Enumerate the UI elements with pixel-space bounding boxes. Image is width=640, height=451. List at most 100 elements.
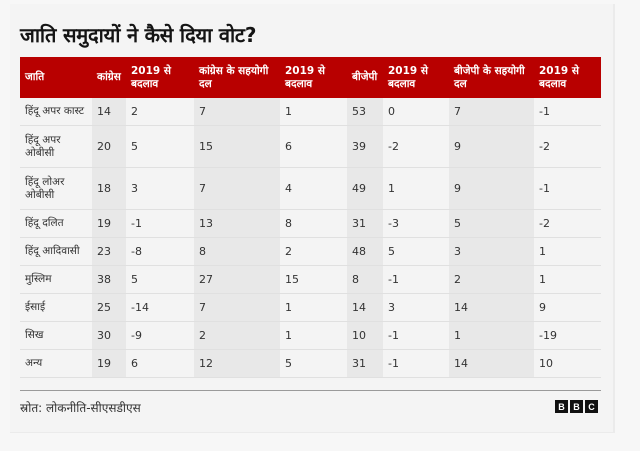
value-cell: 5: [126, 125, 194, 168]
caste-cell: हिंदू लोअर ओबीसी: [20, 167, 92, 210]
value-cell: -2: [383, 125, 449, 168]
table-row: मुस्लिम 38 5 27 15 8 -1 2 1: [20, 265, 601, 294]
value-cell: 9: [449, 125, 534, 168]
value-cell: 31: [347, 209, 383, 238]
value-cell: 39: [347, 125, 383, 168]
value-cell: 48: [347, 237, 383, 266]
table-row: हिंदू अपर ओबीसी 20 5 15 6 39 -2 9 -2: [20, 125, 601, 168]
table-row: ईसाई 25 -14 7 1 14 3 14 9: [20, 293, 601, 322]
value-cell: 14: [347, 293, 383, 322]
value-cell: 2: [194, 321, 280, 350]
header-bjp: बीजेपी: [347, 57, 383, 98]
table-header-row: जाति कांग्रेस 2019 से बदलाव कांग्रेस के …: [20, 57, 601, 98]
value-cell: -8: [126, 237, 194, 266]
caste-cell: मुस्लिम: [20, 265, 92, 294]
value-cell: 27: [194, 265, 280, 294]
caste-cell: हिंदू अपर ओबीसी: [20, 125, 92, 168]
table-row: सिख 30 -9 2 1 10 -1 1 -19: [20, 321, 601, 350]
value-cell: 10: [347, 321, 383, 350]
caste-cell: हिंदू दलित: [20, 209, 92, 238]
value-cell: 5: [449, 209, 534, 238]
value-cell: 5: [280, 349, 347, 378]
value-cell: 1: [280, 98, 347, 126]
value-cell: 1: [280, 321, 347, 350]
caste-cell: सिख: [20, 321, 92, 350]
header-congress-allies-change: 2019 से बदलाव: [280, 57, 347, 98]
value-cell: 4: [280, 167, 347, 210]
table-row: हिंदू दलित 19 -1 13 8 31 -3 5 -2: [20, 209, 601, 238]
value-cell: -19: [534, 321, 601, 350]
value-cell: 7: [449, 98, 534, 126]
table-row: अन्य 19 6 12 5 31 -1 14 10: [20, 349, 601, 378]
value-cell: 7: [194, 293, 280, 322]
header-congress-allies: कांग्रेस के सहयोगी दल: [194, 57, 280, 98]
value-cell: 31: [347, 349, 383, 378]
value-cell: 7: [194, 167, 280, 210]
value-cell: 1: [449, 321, 534, 350]
value-cell: 18: [92, 167, 126, 210]
value-cell: 6: [126, 349, 194, 378]
value-cell: 8: [280, 209, 347, 238]
value-cell: 5: [383, 237, 449, 266]
header-congress-change: 2019 से बदलाव: [126, 57, 194, 98]
page-title: जाति समुदायों ने कैसे दिया वोट?: [20, 23, 257, 47]
caste-cell: हिंदू आदिवासी: [20, 237, 92, 266]
value-cell: 10: [534, 349, 601, 378]
value-cell: 2: [126, 98, 194, 126]
bbc-logo-letter: B: [555, 400, 568, 413]
value-cell: -1: [126, 209, 194, 238]
caste-cell: हिंदू अपर कास्ट: [20, 98, 92, 126]
value-cell: 6: [280, 125, 347, 168]
value-cell: 15: [280, 265, 347, 294]
value-cell: 9: [534, 293, 601, 322]
footer-divider: [20, 390, 601, 391]
value-cell: 14: [449, 349, 534, 378]
value-cell: -3: [383, 209, 449, 238]
value-cell: -1: [383, 265, 449, 294]
value-cell: -14: [126, 293, 194, 322]
value-cell: -1: [383, 321, 449, 350]
table-row: हिंदू आदिवासी 23 -8 8 2 48 5 3 1: [20, 237, 601, 266]
header-bjp-allies-change: 2019 से बदलाव: [534, 57, 601, 98]
value-cell: 20: [92, 125, 126, 168]
value-cell: 14: [449, 293, 534, 322]
value-cell: 12: [194, 349, 280, 378]
value-cell: 13: [194, 209, 280, 238]
value-cell: -2: [534, 125, 601, 168]
value-cell: 1: [383, 167, 449, 210]
value-cell: -1: [534, 167, 601, 210]
source-note: स्रोत: लोकनीति-सीएसडीएस: [20, 401, 141, 415]
value-cell: 2: [449, 265, 534, 294]
value-cell: 14: [92, 98, 126, 126]
value-cell: 3: [126, 167, 194, 210]
value-cell: 5: [126, 265, 194, 294]
bbc-logo-letter: C: [585, 400, 598, 413]
table-row: हिंदू लोअर ओबीसी 18 3 7 4 49 1 9 -1: [20, 167, 601, 210]
value-cell: 2: [280, 237, 347, 266]
value-cell: 38: [92, 265, 126, 294]
value-cell: 25: [92, 293, 126, 322]
value-cell: 1: [280, 293, 347, 322]
header-congress: कांग्रेस: [92, 57, 126, 98]
value-cell: -2: [534, 209, 601, 238]
value-cell: 8: [347, 265, 383, 294]
value-cell: 49: [347, 167, 383, 210]
value-cell: 30: [92, 321, 126, 350]
caste-cell: अन्य: [20, 349, 92, 378]
bbc-logo: B B C: [555, 400, 598, 413]
value-cell: 1: [534, 265, 601, 294]
value-cell: 53: [347, 98, 383, 126]
value-cell: 3: [383, 293, 449, 322]
value-cell: 23: [92, 237, 126, 266]
value-cell: 7: [194, 98, 280, 126]
bbc-logo-letter: B: [570, 400, 583, 413]
table-row: हिंदू अपर कास्ट 14 2 7 1 53 0 7 -1: [20, 98, 601, 126]
value-cell: 1: [534, 237, 601, 266]
value-cell: -1: [383, 349, 449, 378]
header-caste: जाति: [20, 57, 92, 98]
value-cell: -1: [534, 98, 601, 126]
value-cell: 19: [92, 349, 126, 378]
value-cell: 15: [194, 125, 280, 168]
value-cell: 3: [449, 237, 534, 266]
value-cell: 0: [383, 98, 449, 126]
